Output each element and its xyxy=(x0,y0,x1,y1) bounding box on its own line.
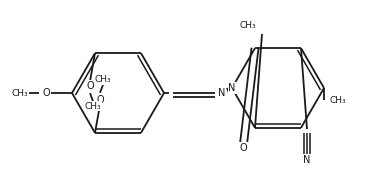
Text: O: O xyxy=(96,95,104,105)
Text: CH₃: CH₃ xyxy=(12,88,28,97)
Text: CH₃: CH₃ xyxy=(85,102,101,111)
Text: N: N xyxy=(303,155,311,165)
Text: O: O xyxy=(86,81,94,91)
Text: CH₃: CH₃ xyxy=(240,21,256,29)
Text: CH₃: CH₃ xyxy=(330,95,346,105)
Text: N: N xyxy=(218,88,226,98)
Text: O: O xyxy=(239,143,247,153)
Text: CH₃: CH₃ xyxy=(95,75,111,84)
Text: O: O xyxy=(42,88,50,98)
Text: N: N xyxy=(228,83,236,93)
